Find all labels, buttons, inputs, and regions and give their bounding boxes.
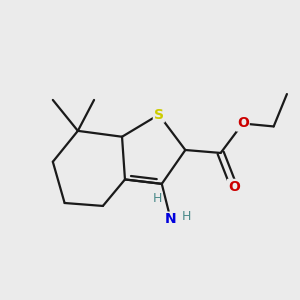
Text: S: S bbox=[154, 108, 164, 122]
Text: O: O bbox=[228, 180, 240, 194]
Text: H: H bbox=[182, 210, 191, 223]
Text: O: O bbox=[237, 116, 249, 130]
Text: H: H bbox=[153, 192, 162, 205]
Text: N: N bbox=[165, 212, 176, 226]
